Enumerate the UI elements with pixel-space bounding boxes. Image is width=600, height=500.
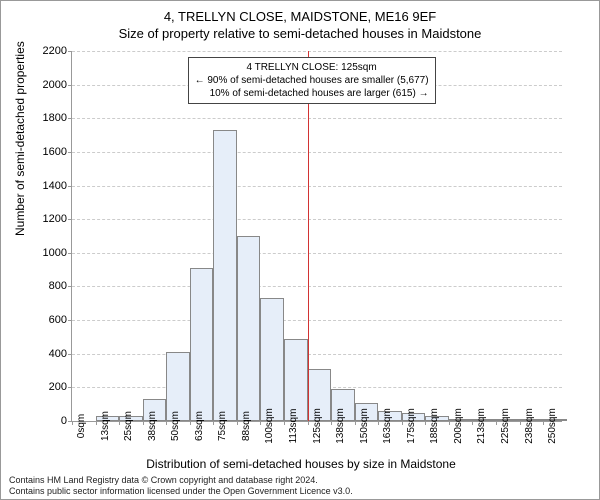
xtick-label: 113sqm (288, 409, 299, 444)
histogram-bar (190, 268, 214, 421)
chart-area: 0200400600800100012001400160018002000220… (71, 51, 561, 421)
x-axis-label: Distribution of semi-detached houses by … (1, 457, 600, 471)
xtick-label: 225sqm (500, 408, 511, 444)
ytick-mark (68, 219, 72, 220)
xtick-mark (355, 421, 356, 425)
xtick-label: 25sqm (123, 411, 134, 441)
ytick-mark (68, 85, 72, 86)
gridline (72, 354, 562, 355)
xtick-mark (237, 421, 238, 425)
xtick-mark (190, 421, 191, 425)
annotation-box: 4 TRELLYN CLOSE: 125sqm← 90% of semi-det… (188, 57, 436, 104)
gridline (72, 51, 562, 52)
ytick-label: 200 (27, 381, 67, 393)
xtick-label: 163sqm (382, 408, 393, 444)
footer-attribution: Contains HM Land Registry data © Crown c… (9, 475, 353, 497)
xtick-label: 50sqm (170, 411, 181, 441)
xtick-label: 125sqm (312, 408, 323, 444)
xtick-label: 238sqm (524, 408, 535, 444)
xtick-label: 200sqm (453, 408, 464, 444)
ytick-label: 800 (27, 280, 67, 292)
xtick-mark (425, 421, 426, 425)
ytick-mark (68, 186, 72, 187)
marker-line (308, 51, 309, 421)
xtick-label: 38sqm (147, 411, 158, 441)
gridline (72, 118, 562, 119)
ytick-mark (68, 286, 72, 287)
xtick-mark (143, 421, 144, 425)
xtick-label: 75sqm (217, 411, 228, 441)
gridline (72, 186, 562, 187)
xtick-label: 213sqm (476, 408, 487, 444)
xtick-mark (72, 421, 73, 425)
ytick-label: 400 (27, 348, 67, 360)
gridline (72, 286, 562, 287)
xtick-mark (331, 421, 332, 425)
ytick-mark (68, 118, 72, 119)
ytick-mark (68, 253, 72, 254)
footer-line1: Contains HM Land Registry data © Crown c… (9, 475, 353, 486)
xtick-label: 88sqm (241, 411, 252, 441)
xtick-label: 13sqm (100, 411, 111, 441)
xtick-mark (520, 421, 521, 425)
xtick-mark (119, 421, 120, 425)
ytick-label: 1000 (27, 247, 67, 259)
xtick-mark (284, 421, 285, 425)
title-line1: 4, TRELLYN CLOSE, MAIDSTONE, ME16 9EF (1, 9, 599, 24)
xtick-mark (96, 421, 97, 425)
gridline (72, 320, 562, 321)
histogram-bar (260, 298, 284, 421)
ytick-label: 1800 (27, 112, 67, 124)
xtick-mark (472, 421, 473, 425)
xtick-label: 250sqm (547, 408, 558, 444)
ytick-label: 2000 (27, 79, 67, 91)
xtick-label: 100sqm (264, 408, 275, 444)
ytick-label: 1600 (27, 146, 67, 158)
xtick-mark (378, 421, 379, 425)
xtick-mark (308, 421, 309, 425)
plot-region: 0200400600800100012001400160018002000220… (71, 51, 562, 422)
gridline (72, 219, 562, 220)
ytick-label: 2200 (27, 45, 67, 57)
xtick-label: 175sqm (406, 408, 417, 444)
annotation-line2: ← 90% of semi-detached houses are smalle… (195, 74, 429, 87)
xtick-label: 150sqm (359, 408, 370, 444)
xtick-label: 63sqm (194, 411, 205, 441)
footer-line2: Contains public sector information licen… (9, 486, 353, 497)
xtick-mark (543, 421, 544, 425)
xtick-mark (402, 421, 403, 425)
annotation-line1: 4 TRELLYN CLOSE: 125sqm (195, 61, 429, 74)
ytick-label: 1400 (27, 180, 67, 192)
xtick-mark (449, 421, 450, 425)
xtick-label: 188sqm (429, 408, 440, 444)
title-line2: Size of property relative to semi-detach… (1, 26, 599, 41)
histogram-bar (213, 130, 237, 421)
xtick-label: 138sqm (335, 408, 346, 444)
ytick-mark (68, 354, 72, 355)
y-axis-label: Number of semi-detached properties (13, 41, 27, 236)
xtick-mark (260, 421, 261, 425)
xtick-label: 0sqm (76, 414, 87, 438)
gridline (72, 152, 562, 153)
xtick-mark (166, 421, 167, 425)
ytick-mark (68, 387, 72, 388)
xtick-mark (213, 421, 214, 425)
xtick-mark (496, 421, 497, 425)
ytick-label: 600 (27, 314, 67, 326)
gridline (72, 253, 562, 254)
annotation-line3: 10% of semi-detached houses are larger (… (195, 87, 429, 100)
ytick-mark (68, 152, 72, 153)
ytick-label: 1200 (27, 213, 67, 225)
ytick-mark (68, 51, 72, 52)
histogram-bar (237, 236, 261, 421)
ytick-mark (68, 320, 72, 321)
ytick-label: 0 (27, 415, 67, 427)
